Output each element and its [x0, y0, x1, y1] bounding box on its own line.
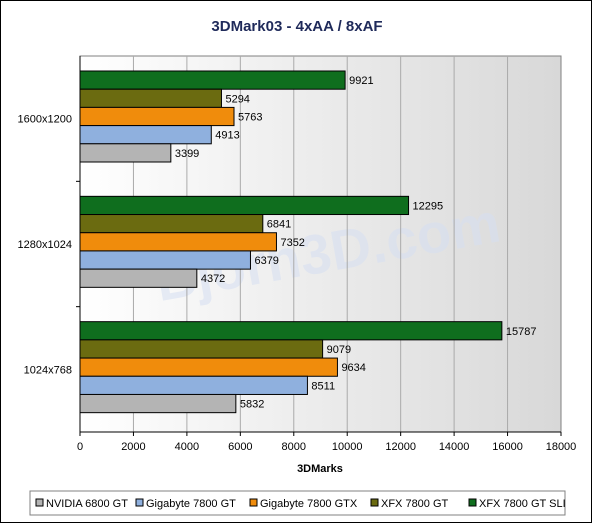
x-tick-label: 10000	[332, 441, 363, 453]
bar-value-label: 9634	[341, 362, 365, 374]
bar	[79, 393, 237, 414]
legend-swatch	[249, 498, 258, 507]
bar-value-label: 7352	[280, 237, 304, 249]
bar-value-label: 6841	[267, 219, 291, 231]
bar	[79, 70, 346, 90]
bar	[79, 375, 308, 395]
bar	[79, 321, 503, 341]
x-tick-label: 12000	[385, 441, 416, 453]
bar-value-label: 4372	[201, 273, 225, 285]
bar-value-label: 8511	[311, 380, 335, 392]
x-tick-label: 2000	[121, 441, 145, 453]
x-tick-label: 18000	[546, 441, 577, 453]
bar	[79, 143, 172, 163]
bar	[79, 357, 338, 377]
y-category-label: 1280x1024	[18, 239, 72, 251]
bar	[79, 339, 324, 359]
legend-box	[29, 490, 566, 516]
bar	[79, 250, 251, 270]
bar-value-label: 5763	[238, 112, 262, 124]
bar-value-label: 5832	[240, 399, 264, 411]
x-tick-label: 0	[77, 441, 83, 453]
bar-value-label: 4913	[215, 130, 239, 142]
legend-swatch	[135, 498, 144, 507]
bar-value-label: 3399	[175, 148, 199, 160]
legend-swatch	[370, 498, 379, 507]
x-tick-label: 16000	[492, 441, 523, 453]
legend: NVIDIA 6800 GT Gigabyte 7800 GT Gigabyte 7…	[35, 498, 566, 510]
bar-value-label: 6379	[254, 255, 278, 267]
legend-swatch	[35, 498, 44, 507]
bar	[79, 88, 222, 108]
legend-label: XFX 7800 GT SLI	[479, 498, 566, 510]
bar	[79, 125, 212, 145]
x-tick-label: 6000	[228, 441, 252, 453]
bar	[79, 214, 264, 234]
bar	[79, 232, 277, 252]
x-tick-label: 4000	[175, 441, 199, 453]
x-tick-label: 8000	[282, 441, 306, 453]
y-category-label: 1600x1200	[18, 114, 72, 126]
legend-label: Gigabyte 7800 GT	[146, 498, 236, 510]
bar	[79, 268, 198, 288]
bar-value-label: 9079	[327, 344, 351, 356]
legend-label: XFX 7800 GT	[381, 498, 449, 510]
bar-value-label: 15787	[506, 326, 537, 338]
y-category-label: 1024x768	[24, 364, 72, 376]
bar-value-label: 9921	[349, 75, 373, 87]
axes: 0 2000 4000 6000 8000 10000 12000 14000 16000 180…	[18, 56, 577, 453]
bar	[79, 195, 410, 216]
legend-swatch	[468, 498, 477, 507]
bar	[79, 106, 235, 127]
bar-value-label: 5294	[225, 93, 249, 105]
x-axis-title: 3DMarks	[297, 463, 343, 475]
legend-label: Gigabyte 7800 GTX	[260, 498, 358, 510]
x-tick-label: 14000	[439, 441, 470, 453]
bar-value-label: 12295	[413, 200, 444, 212]
chart-title: 3DMark03 - 4xAA / 8xAF	[211, 18, 382, 35]
legend-label: NVIDIA 6800 GT	[46, 498, 128, 510]
